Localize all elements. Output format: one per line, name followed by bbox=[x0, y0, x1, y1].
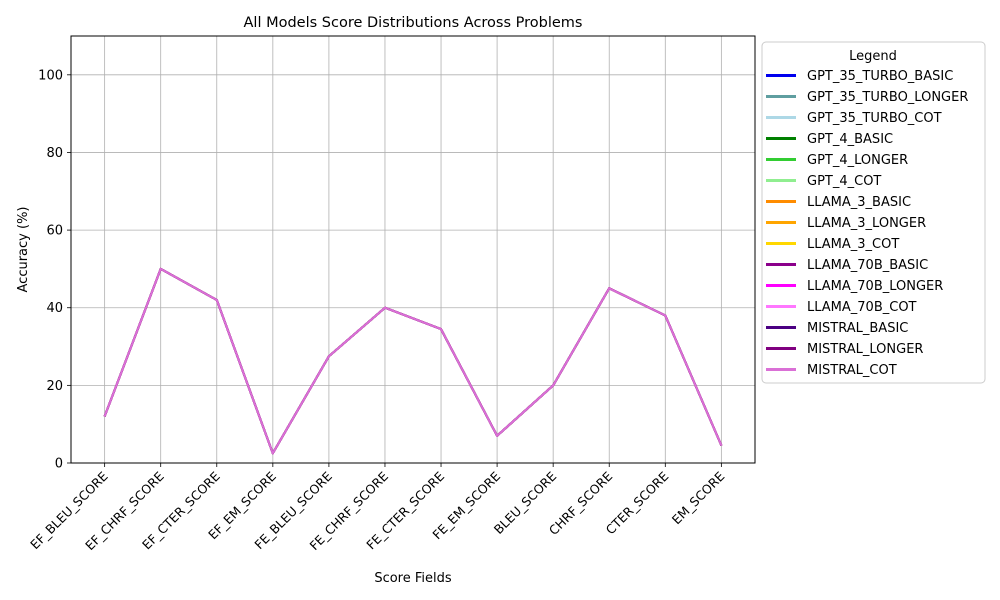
x-tick-label: EM_SCORE bbox=[669, 468, 728, 527]
legend-label: MISTRAL_COT bbox=[807, 363, 897, 378]
series-line-gpt-35-turbo-longer bbox=[103, 267, 723, 455]
legend-label: GPT_35_TURBO_BASIC bbox=[807, 69, 953, 84]
legend-label: GPT_4_COT bbox=[807, 174, 881, 189]
legend-label: LLAMA_70B_COT bbox=[807, 300, 917, 315]
plot-frame bbox=[70, 35, 756, 464]
y-tick-label: 60 bbox=[46, 224, 63, 239]
y-tick-label: 40 bbox=[46, 301, 63, 316]
legend-label: LLAMA_3_COT bbox=[807, 237, 899, 252]
series-line-llama-70b-cot bbox=[103, 267, 723, 455]
series-line-llama-3-longer bbox=[103, 267, 723, 455]
series-line-llama-3-cot bbox=[103, 267, 723, 455]
legend-label: GPT_4_BASIC bbox=[807, 132, 893, 147]
legend-label: LLAMA_3_BASIC bbox=[807, 195, 911, 210]
legend-label: GPT_4_LONGER bbox=[807, 153, 908, 168]
chart-title: All Models Score Distributions Across Pr… bbox=[244, 15, 583, 31]
series-line-mistral-longer bbox=[103, 267, 723, 455]
y-axis-label: Accuracy (%) bbox=[16, 207, 31, 293]
series-line-gpt-4-longer bbox=[103, 267, 723, 455]
series-line-llama-3-basic bbox=[103, 267, 723, 455]
legend-label: LLAMA_70B_LONGER bbox=[807, 279, 943, 294]
y-axis: 0 20 40 60 80 100 bbox=[38, 68, 71, 472]
legend-box bbox=[761, 41, 986, 384]
series-line-llama-70b-longer bbox=[103, 267, 723, 455]
y-tick-label: 80 bbox=[46, 146, 63, 161]
y-tick-label: 20 bbox=[46, 379, 63, 394]
series-line-mistral-basic bbox=[103, 267, 723, 455]
series-line-gpt-35-turbo-basic bbox=[103, 267, 723, 455]
legend-label: LLAMA_70B_BASIC bbox=[807, 258, 928, 273]
x-axis-label: Score Fields bbox=[374, 571, 452, 586]
y-tick-label: 100 bbox=[38, 68, 63, 83]
series-line-mistral-cot bbox=[103, 267, 723, 455]
x-axis: EF_BLEU_SCOREEF_CHRF_SCOREEF_CTER_SCOREE… bbox=[27, 463, 728, 553]
legend-label: MISTRAL_LONGER bbox=[807, 342, 923, 357]
legend-label: LLAMA_3_LONGER bbox=[807, 216, 926, 231]
series-line-llama-70b-basic bbox=[103, 267, 723, 455]
series-line-gpt-35-turbo-cot bbox=[103, 267, 723, 455]
series-line-gpt-4-cot bbox=[103, 267, 723, 455]
legend-items: GPT_35_TURBO_BASIC GPT_35_TURBO_LONGER GPT… bbox=[766, 69, 968, 378]
grid bbox=[71, 36, 755, 464]
y-tick-label: 0 bbox=[55, 457, 63, 472]
legend-title: Legend bbox=[849, 49, 897, 64]
legend: Legend GPT_35_TURBO_BASIC GPT_35_TURBO_LO… bbox=[761, 41, 986, 384]
series-layer bbox=[103, 267, 723, 455]
series-line-gpt-4-basic bbox=[103, 267, 723, 455]
legend-label: GPT_35_TURBO_COT bbox=[807, 111, 942, 126]
legend-label: GPT_35_TURBO_LONGER bbox=[807, 90, 968, 105]
legend-label: MISTRAL_BASIC bbox=[807, 321, 908, 336]
